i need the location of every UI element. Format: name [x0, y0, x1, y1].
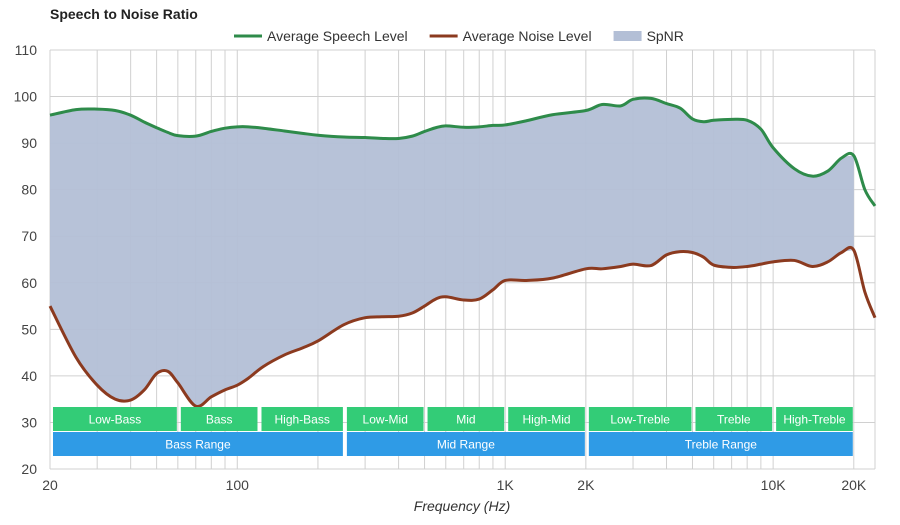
sub-range-band — [427, 407, 505, 431]
plot-area — [48, 96, 877, 409]
legend-label: Average Noise Level — [463, 28, 592, 44]
sub-range-band-label: Mid — [456, 413, 475, 427]
x-tick-label: 20K — [841, 477, 867, 493]
x-tick-label: 2K — [577, 477, 595, 493]
sub-range-band-label: High-Bass — [275, 413, 330, 427]
legend-swatch — [613, 31, 642, 41]
spnr-area — [50, 98, 854, 407]
y-tick-label: 30 — [21, 414, 37, 430]
main-range-band — [588, 432, 853, 456]
sub-range-band — [53, 407, 177, 431]
sub-range-band-label: High-Treble — [783, 413, 846, 427]
x-tick-label: 100 — [226, 477, 250, 493]
y-tick-label: 80 — [21, 182, 37, 198]
sub-range-band-label: Low-Bass — [89, 413, 142, 427]
axes: 20 30 40 50 60 70 80 90 100 110 20 100 1K 2K 10K 20K — [14, 42, 867, 493]
y-tick-label: 90 — [21, 135, 37, 151]
speech-level-line — [49, 96, 877, 207]
x-tick-label: 20 — [42, 477, 58, 493]
main-range-band-label: Mid Range — [437, 438, 495, 452]
chart-title: Speech to Noise Ratio — [50, 6, 198, 22]
legend-label: SpNR — [647, 28, 684, 44]
x-tick-label: 10K — [761, 477, 787, 493]
y-tick-label: 100 — [14, 89, 38, 105]
y-tick-label: 60 — [21, 275, 37, 291]
y-tick-label: 40 — [21, 368, 37, 384]
range-bands: Low-Bass Bass High-Bass Low-Mid Mid High-Mid L… — [53, 407, 853, 456]
sub-range-band — [776, 407, 853, 431]
sub-range-band — [588, 407, 692, 431]
x-tick-label: 1K — [497, 477, 515, 493]
y-tick-label: 50 — [21, 321, 37, 337]
sub-range-band-label: Low-Mid — [363, 413, 408, 427]
y-tick-label: 20 — [21, 461, 37, 477]
chart-legend: Average Speech Level Average Noise Level S… — [234, 28, 684, 44]
sub-range-band — [261, 407, 343, 431]
sub-range-band-label: Bass — [206, 413, 233, 427]
main-range-band-label: Bass Range — [165, 438, 231, 452]
y-tick-label: 110 — [15, 42, 38, 58]
noise-level-line — [48, 245, 877, 409]
sub-range-band — [508, 407, 585, 431]
main-range-band-label: Treble Range — [685, 438, 758, 452]
main-range-band — [53, 432, 343, 456]
x-axis-label: Frequency (Hz) — [414, 498, 510, 514]
y-tick-label: 70 — [21, 228, 37, 244]
sub-range-band — [180, 407, 258, 431]
sub-range-band-label: High-Mid — [523, 413, 571, 427]
sub-range-band-label: Low-Treble — [610, 413, 670, 427]
sub-range-band — [346, 407, 424, 431]
main-range-band — [346, 432, 585, 456]
sub-range-band — [695, 407, 773, 431]
sub-range-band-label: Treble — [717, 413, 751, 427]
legend-label: Average Speech Level — [267, 28, 408, 44]
